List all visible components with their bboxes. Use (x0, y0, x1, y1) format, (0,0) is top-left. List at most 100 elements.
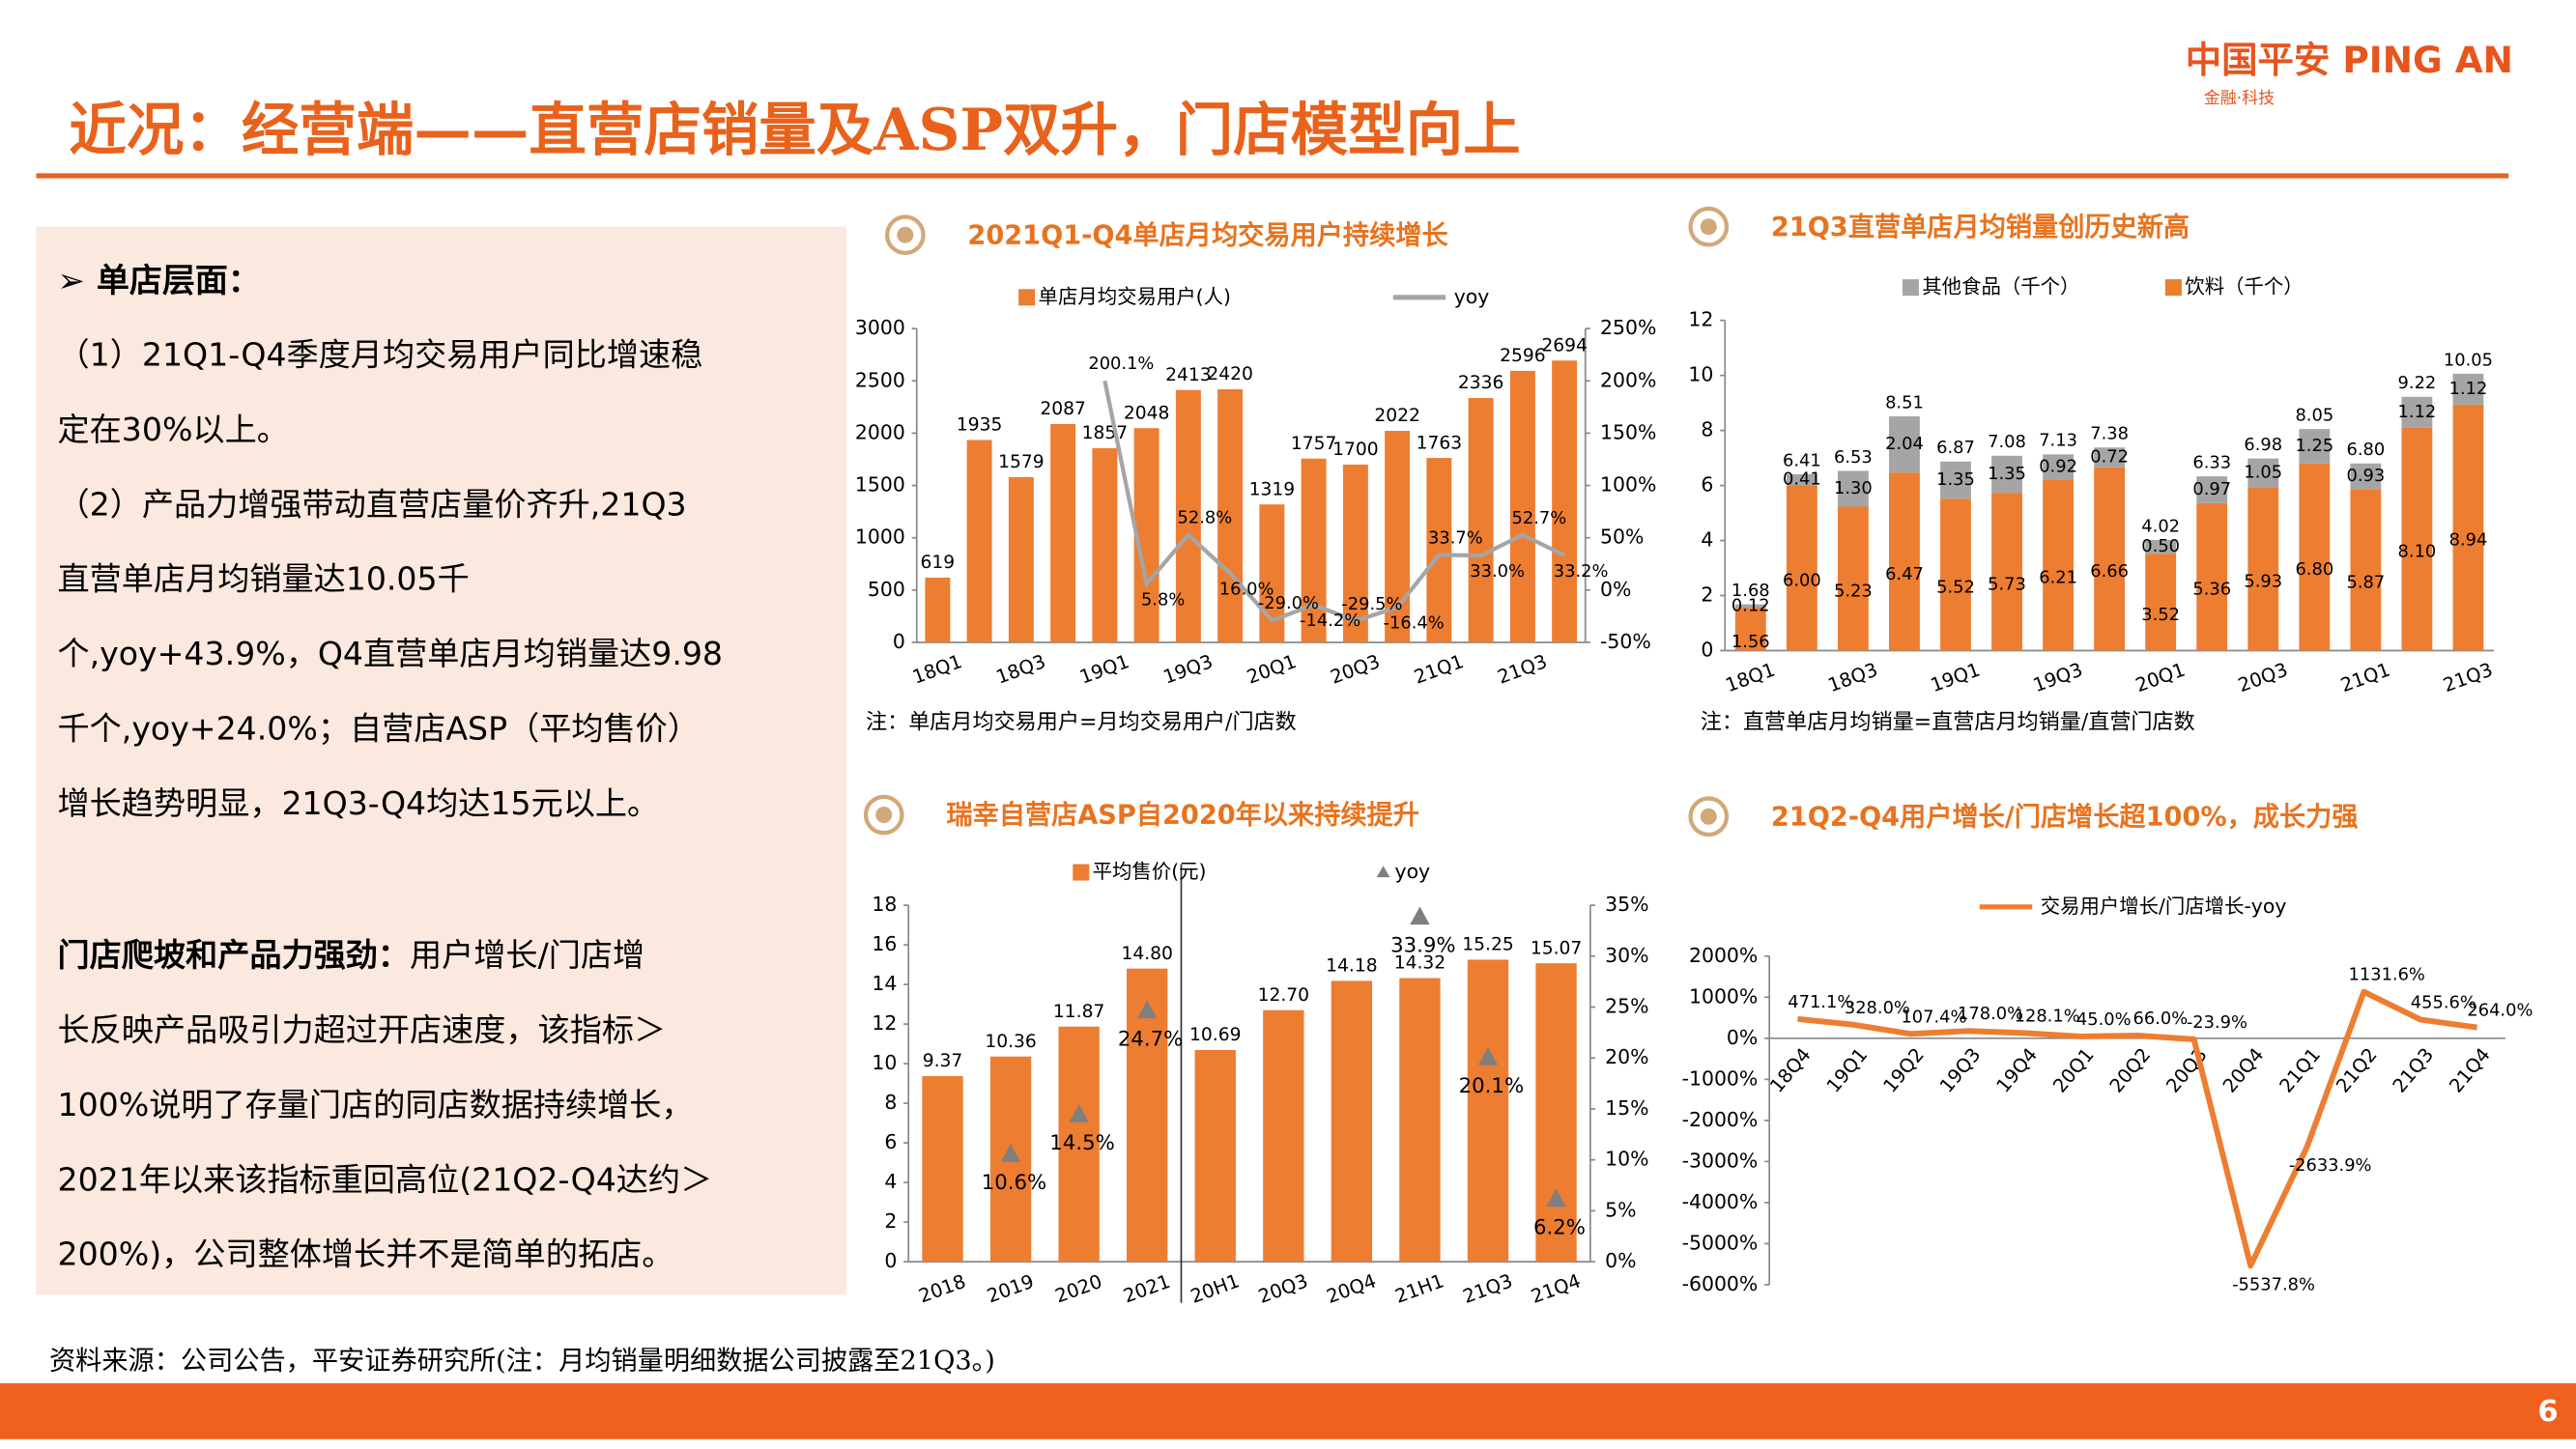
value-label: 1579 (998, 452, 1045, 472)
value-label: 1757 (1291, 434, 1337, 454)
value-label: 66.0% (2132, 1009, 2188, 1029)
value-label: 20.1% (1459, 1074, 1525, 1098)
y-tick-label: 3000 (855, 316, 905, 339)
value-label: 14.18 (1326, 956, 1377, 977)
bar-segment (1734, 604, 1766, 609)
value-label: 2694 (1541, 335, 1588, 355)
y-tick-label: 12 (1688, 308, 1713, 331)
y2-tick-label: 15% (1605, 1096, 1648, 1120)
total-label: 9.22 (2398, 373, 2437, 393)
value-label: 0.12 (1732, 595, 1770, 615)
value-label: 1700 (1332, 440, 1379, 460)
summary-line: 千个,yoy+24.0%；自营店ASP（平均售价） (58, 709, 700, 747)
value-label: 6.21 (2039, 568, 2077, 588)
title-icon (1688, 796, 1730, 838)
bar (1426, 458, 1452, 642)
yoy-marker (1137, 1000, 1158, 1019)
y2-tick-label: 25% (1605, 995, 1648, 1018)
bar (1301, 458, 1327, 642)
value-label: 1.12 (2398, 402, 2437, 422)
value-label: 2413 (1165, 365, 1212, 385)
value-label: 1.25 (2295, 436, 2333, 456)
summary-line: 200%)，公司整体增长并不是简单的拓店。 (58, 1236, 674, 1273)
y-tick-label: 500 (868, 578, 905, 601)
value-label: -23.9% (2187, 1012, 2247, 1033)
value-label: 1935 (957, 415, 1003, 436)
legend-marker (2164, 279, 2182, 297)
y-tick-label: 0% (1727, 1026, 1758, 1049)
y2-tick-label: -50% (1600, 630, 1651, 653)
legend-marker (1902, 279, 1919, 297)
bar-segment (1837, 470, 1869, 507)
value-label: 1319 (1249, 479, 1296, 499)
value-label: -2633.9% (2289, 1155, 2372, 1176)
legend-marker (1073, 864, 1090, 881)
chart-title: 2021Q1-Q4单店月均交易用户持续增长 (967, 219, 1448, 250)
bar (1399, 978, 1441, 1263)
y2-tick-label: 150% (1600, 420, 1656, 443)
value-label: 619 (921, 553, 956, 573)
value-label: 14.80 (1121, 944, 1172, 964)
y2-tick-label: 20% (1605, 1045, 1648, 1068)
bar (966, 440, 992, 642)
value-label: 5.36 (2192, 580, 2231, 600)
value-label: 52.8% (1178, 508, 1233, 528)
value-label: 1.05 (2244, 463, 2282, 483)
y-tick-label: 0 (1701, 638, 1713, 661)
value-label: 5.8% (1141, 590, 1185, 611)
summary-line: 100%说明了存量门店的同店数据持续增长， (58, 1086, 694, 1123)
value-label: 0.41 (1783, 469, 1821, 490)
bar (1263, 1009, 1304, 1263)
value-label: 2087 (1040, 399, 1086, 419)
y-tick-label: 6 (884, 1130, 897, 1153)
value-label: 1763 (1417, 433, 1463, 453)
summary-line: 定在30%以上。 (58, 411, 289, 448)
y-tick-label: -3000% (1682, 1149, 1759, 1172)
bar-segment (2350, 489, 2382, 651)
value-label: 52.7% (1512, 508, 1567, 528)
value-label: 1.35 (1988, 464, 2026, 484)
value-label: 5.52 (1936, 577, 1975, 597)
bar-segment (2452, 404, 2484, 651)
value-label: 0.93 (2347, 466, 2386, 486)
y2-tick-label: 0% (1600, 578, 1631, 601)
logo-sub: 金融·科技 (2204, 89, 2275, 108)
value-label: 0.92 (2039, 456, 2077, 476)
bar-segment (2401, 396, 2433, 428)
yoy-line (1102, 380, 1566, 624)
logo: 中国平安 PING AN (2186, 39, 2513, 81)
total-label: 6.80 (2347, 440, 2386, 460)
value-label: 5.87 (2347, 572, 2386, 592)
value-label: 1.35 (1936, 469, 1975, 490)
title-icon-dot (1700, 218, 1717, 236)
title-icon (1688, 206, 1730, 247)
y-tick-label: -2000% (1682, 1108, 1759, 1131)
y2-tick-label: 10% (1605, 1148, 1648, 1171)
value-label: 6.80 (2295, 559, 2333, 580)
value-label: 3.52 (2141, 605, 2180, 625)
legend-label: yoy (1454, 285, 1490, 308)
value-label: 9.37 (923, 1051, 963, 1071)
summary-line: （2）产品力增强带动直营店量价齐升,21Q3 (58, 485, 687, 523)
y2-tick-label: 200% (1600, 368, 1656, 391)
title-icon-dot (897, 226, 914, 243)
value-label: 128.1% (2015, 1006, 2080, 1026)
value-label: 0.72 (2090, 446, 2129, 467)
bar-segment (2196, 502, 2228, 651)
y2-tick-label: 35% (1605, 893, 1648, 916)
summary-lead-rest: 用户增长/门店增 (410, 935, 644, 973)
y-tick-label: 2 (884, 1209, 897, 1233)
value-label: 8.94 (2449, 530, 2488, 551)
value-label: -29.5% (1341, 594, 1402, 614)
value-label: 455.6% (2411, 992, 2476, 1012)
legend-label: 单店月均交易用户(人) (1039, 285, 1231, 308)
bar-segment (2401, 427, 2433, 651)
bar-segment (2299, 463, 2331, 651)
bar (1092, 447, 1118, 642)
bar-segment (2350, 463, 2382, 490)
summary-heading: ➢ 单店层面： (58, 262, 261, 300)
value-label: 10.36 (985, 1032, 1036, 1052)
y2-tick-label: 0% (1605, 1249, 1636, 1272)
bar (925, 577, 951, 642)
value-label: -16.4% (1384, 613, 1445, 634)
